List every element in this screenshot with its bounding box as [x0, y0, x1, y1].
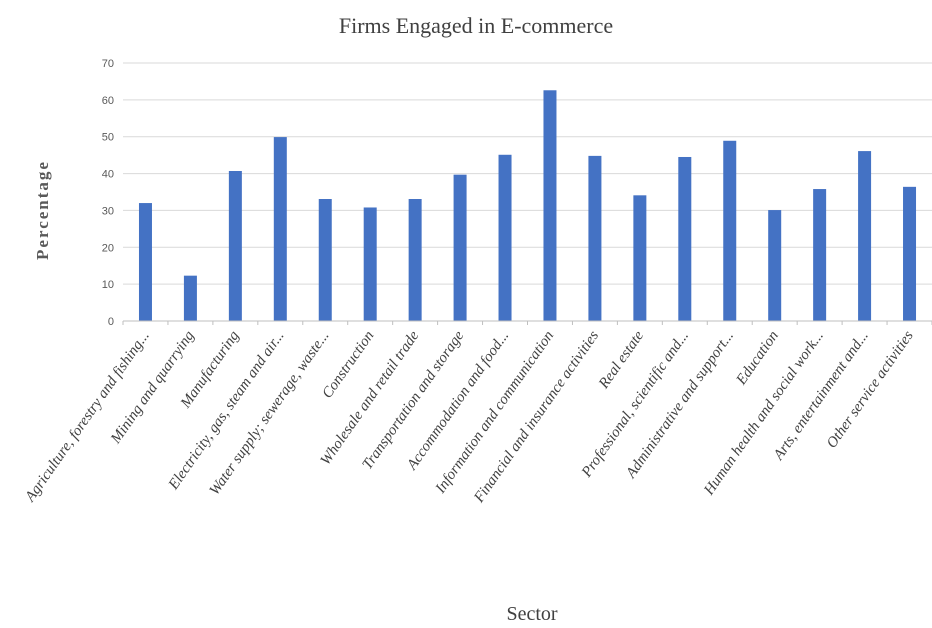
y-tick-label: 0: [108, 316, 114, 328]
x-axis-labels: Agriculture, forestry and fishing...Mini…: [22, 328, 917, 507]
bar: [858, 151, 872, 321]
y-tick-label: 10: [102, 279, 114, 291]
bar: [543, 90, 557, 321]
bar: [633, 195, 647, 321]
bar: [678, 156, 692, 321]
x-tick-label: Education: [733, 328, 782, 389]
gridlines: [123, 62, 932, 285]
bar: [768, 210, 782, 321]
x-axis-label: Sector: [506, 603, 557, 625]
bar: [453, 174, 467, 321]
bar: [408, 199, 422, 321]
y-axis-label: Percentage: [33, 160, 52, 260]
bars: [138, 90, 917, 321]
bar: [273, 137, 287, 321]
x-tick-label: Other service activities: [824, 328, 917, 451]
y-axis-ticks: 0 10 20 30 40 50 60 70: [102, 58, 114, 328]
bar: [588, 155, 602, 321]
bar: [813, 189, 827, 321]
y-tick-label: 40: [102, 169, 114, 181]
bar: [318, 199, 332, 321]
chart-title: Firms Engaged in E-commerce: [339, 13, 613, 38]
y-tick-label: 50: [102, 132, 114, 144]
x-axis-tick-marks: [122, 321, 932, 325]
y-tick-label: 30: [102, 205, 114, 217]
x-tick-label: Mining and quarrying: [108, 328, 198, 448]
bar: [138, 203, 152, 321]
bar: [363, 207, 377, 321]
bar: [228, 170, 242, 321]
y-tick-label: 70: [102, 58, 114, 70]
y-tick-label: 20: [102, 242, 114, 254]
bar: [723, 140, 737, 321]
x-tick-label: Real estate: [595, 328, 647, 393]
bar: [903, 186, 917, 321]
bar: [183, 275, 197, 321]
bar: [498, 154, 512, 321]
y-tick-label: 60: [102, 95, 114, 107]
